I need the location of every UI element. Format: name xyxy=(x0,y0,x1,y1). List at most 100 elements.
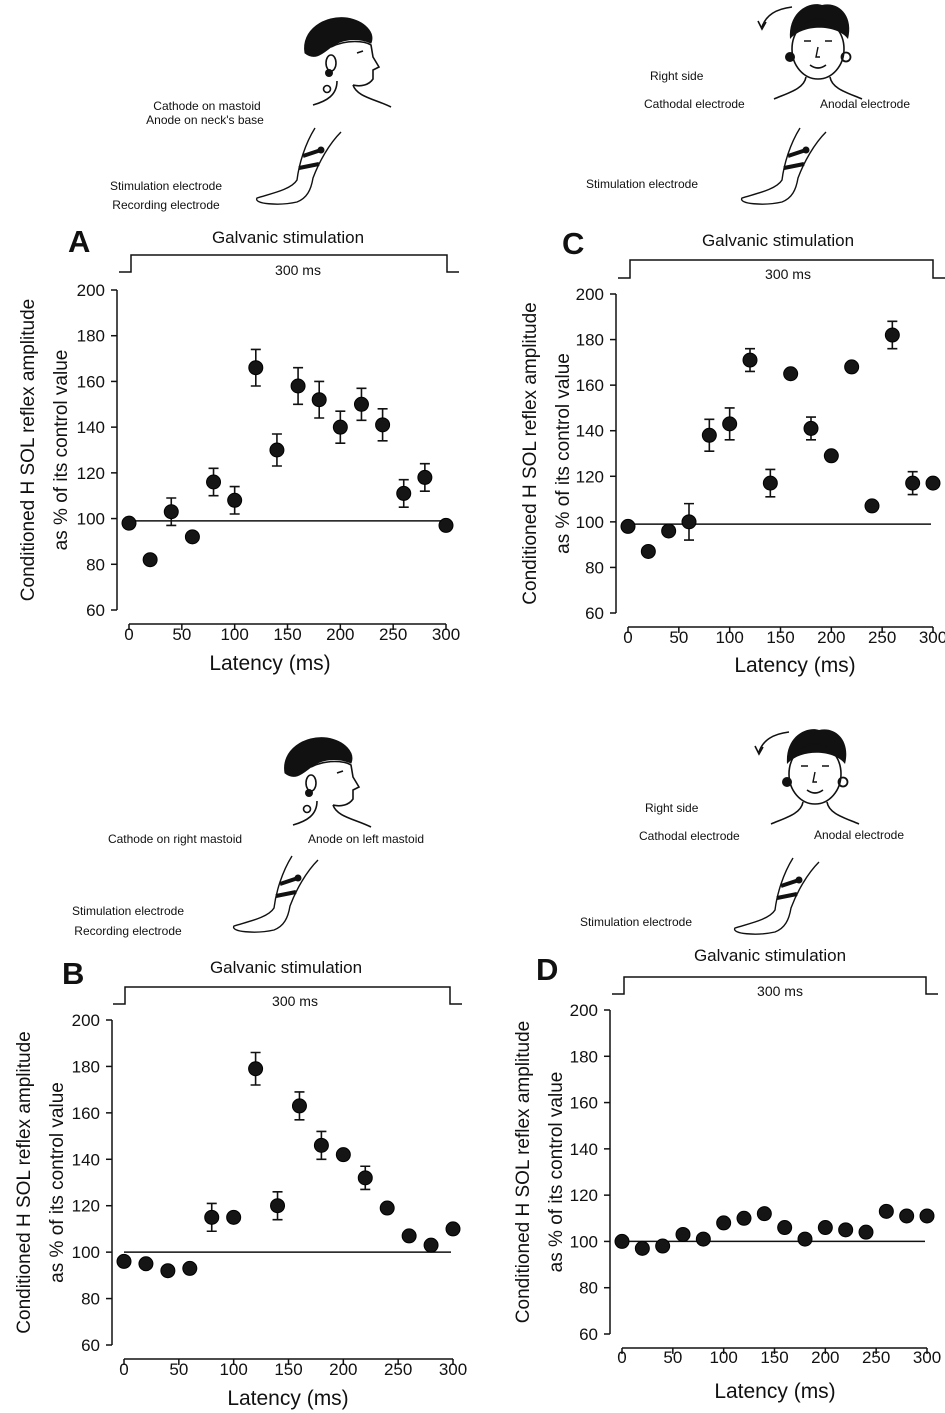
ear-shape xyxy=(325,54,337,72)
y-tick-label: 100 xyxy=(576,513,604,532)
data-point xyxy=(311,392,327,408)
arrow-head-icon xyxy=(757,20,767,31)
data-point xyxy=(270,1198,286,1214)
electrode-ring-icon xyxy=(322,84,332,94)
data-point xyxy=(269,442,285,458)
data-point xyxy=(899,1208,915,1224)
y-axis-label: Conditioned H SOL reflex amplitude xyxy=(520,302,541,604)
hair-shape xyxy=(304,17,373,57)
x-tick-label: 100 xyxy=(219,1360,247,1379)
data-point xyxy=(736,1210,752,1226)
electrode-dot-icon xyxy=(325,69,333,77)
face-outline xyxy=(330,40,381,87)
illustration-label: Recording electrode xyxy=(112,198,220,212)
stimulation-bracket xyxy=(113,986,462,1005)
hair-shape xyxy=(789,4,850,39)
stimulation-bracket xyxy=(119,254,459,273)
data-point xyxy=(722,416,738,432)
y-tick-label: 200 xyxy=(570,1001,598,1020)
y-tick-label: 140 xyxy=(72,1150,100,1169)
y-tick-label: 120 xyxy=(570,1186,598,1205)
data-point xyxy=(919,1208,935,1224)
duration-label: 300 ms xyxy=(272,993,318,1009)
data-point xyxy=(681,514,697,530)
leg-outline xyxy=(734,857,820,935)
illustration-label: Stimulation electrode xyxy=(72,904,184,918)
data-point xyxy=(742,352,758,368)
neck-outline xyxy=(312,80,392,108)
data-point xyxy=(357,1170,373,1186)
stimulation-title: Galvanic stimulation xyxy=(702,231,854,250)
axes: 60 80 100 120 140 160 180 200 0 50 100 150 200 250 300… xyxy=(520,285,945,677)
x-tick-label: 50 xyxy=(169,1360,188,1379)
axes: 60 80 100 120 140 160 180 200 0 50 100 150 200 250 300… xyxy=(18,281,460,675)
x-tick-label: 100 xyxy=(220,625,248,644)
data-point xyxy=(716,1215,732,1231)
data-point xyxy=(142,552,158,568)
data-point xyxy=(905,475,921,491)
x-tick-label: 50 xyxy=(669,628,688,647)
cathode-electrode-icon xyxy=(782,777,792,787)
data-point xyxy=(401,1228,417,1244)
illustration-label: Anode on left mastoid xyxy=(308,832,424,846)
y-tick-label: 80 xyxy=(585,558,604,577)
y-tick-label: 180 xyxy=(576,331,604,350)
y-tick-label: 160 xyxy=(576,376,604,395)
illustration-label: Stimulation electrode xyxy=(586,177,698,191)
electrode-strap-icon xyxy=(275,876,299,898)
data-point xyxy=(701,427,717,443)
data-point xyxy=(182,1260,198,1276)
stimulation-bracket xyxy=(612,976,938,995)
axes: 60 80 100 120 140 160 180 200 0 50 100 150 200 250 300… xyxy=(14,1011,467,1410)
panel-letter: D xyxy=(536,952,558,987)
x-tick-label: 150 xyxy=(274,1360,302,1379)
y-axis-label-line2: as % of its control value xyxy=(51,350,72,551)
y-tick-label: 120 xyxy=(77,464,105,483)
stimulation-title: Galvanic stimulation xyxy=(694,946,846,965)
data-point xyxy=(661,523,677,539)
electrode-dot-icon xyxy=(305,789,313,797)
x-axis-label: Latency (ms) xyxy=(209,652,330,675)
x-tick-label: 0 xyxy=(119,1360,128,1379)
y-tick-label: 80 xyxy=(86,555,105,574)
x-tick-label: 50 xyxy=(172,625,191,644)
data-point xyxy=(438,517,454,533)
x-tick-label: 50 xyxy=(663,1348,682,1367)
x-tick-label: 300 xyxy=(919,628,945,647)
y-tick-label: 180 xyxy=(570,1047,598,1066)
stimulation-title: Galvanic stimulation xyxy=(212,228,364,247)
anode-electrode-icon xyxy=(840,51,852,63)
y-axis-label: Conditioned H SOL reflex amplitude xyxy=(513,1021,534,1323)
data-point xyxy=(783,366,799,382)
y-axis-label: Conditioned H SOL reflex amplitude xyxy=(14,1031,35,1333)
data-point xyxy=(116,1253,132,1269)
leg-electrode-icon xyxy=(802,146,810,154)
illustration-c: Right side Cathodal electrode Anodal elect… xyxy=(586,4,910,205)
illustration-label: Anodal electrode xyxy=(820,97,910,111)
x-tick-label: 100 xyxy=(709,1348,737,1367)
data-point xyxy=(138,1256,154,1272)
panel-letter: C xyxy=(562,226,584,261)
x-tick-label: 300 xyxy=(913,1348,941,1367)
illustration-label: Cathode on mastoid xyxy=(153,99,260,113)
data-point xyxy=(864,498,880,514)
x-tick-label: 0 xyxy=(623,628,632,647)
eye-mark xyxy=(356,50,364,54)
nose-mark xyxy=(815,46,820,58)
leg-electrode-icon xyxy=(795,876,803,884)
y-tick-label: 60 xyxy=(86,601,105,620)
illustration-d: Right side Cathodal electrode Anodal elect… xyxy=(580,729,904,935)
electrode-strap-icon xyxy=(298,148,322,170)
duration-label: 300 ms xyxy=(757,983,803,999)
y-tick-label: 160 xyxy=(72,1104,100,1123)
y-axis-label: Conditioned H SOL reflex amplitude xyxy=(18,299,39,601)
data-point xyxy=(445,1221,461,1237)
data-point xyxy=(121,515,137,531)
illustration-label: Anodal electrode xyxy=(814,828,904,842)
y-tick-label: 120 xyxy=(72,1197,100,1216)
x-axis-label: Latency (ms) xyxy=(734,654,855,677)
panel-c: Right side Cathodal electrode Anodal elect… xyxy=(520,4,945,677)
data-point xyxy=(290,378,306,394)
